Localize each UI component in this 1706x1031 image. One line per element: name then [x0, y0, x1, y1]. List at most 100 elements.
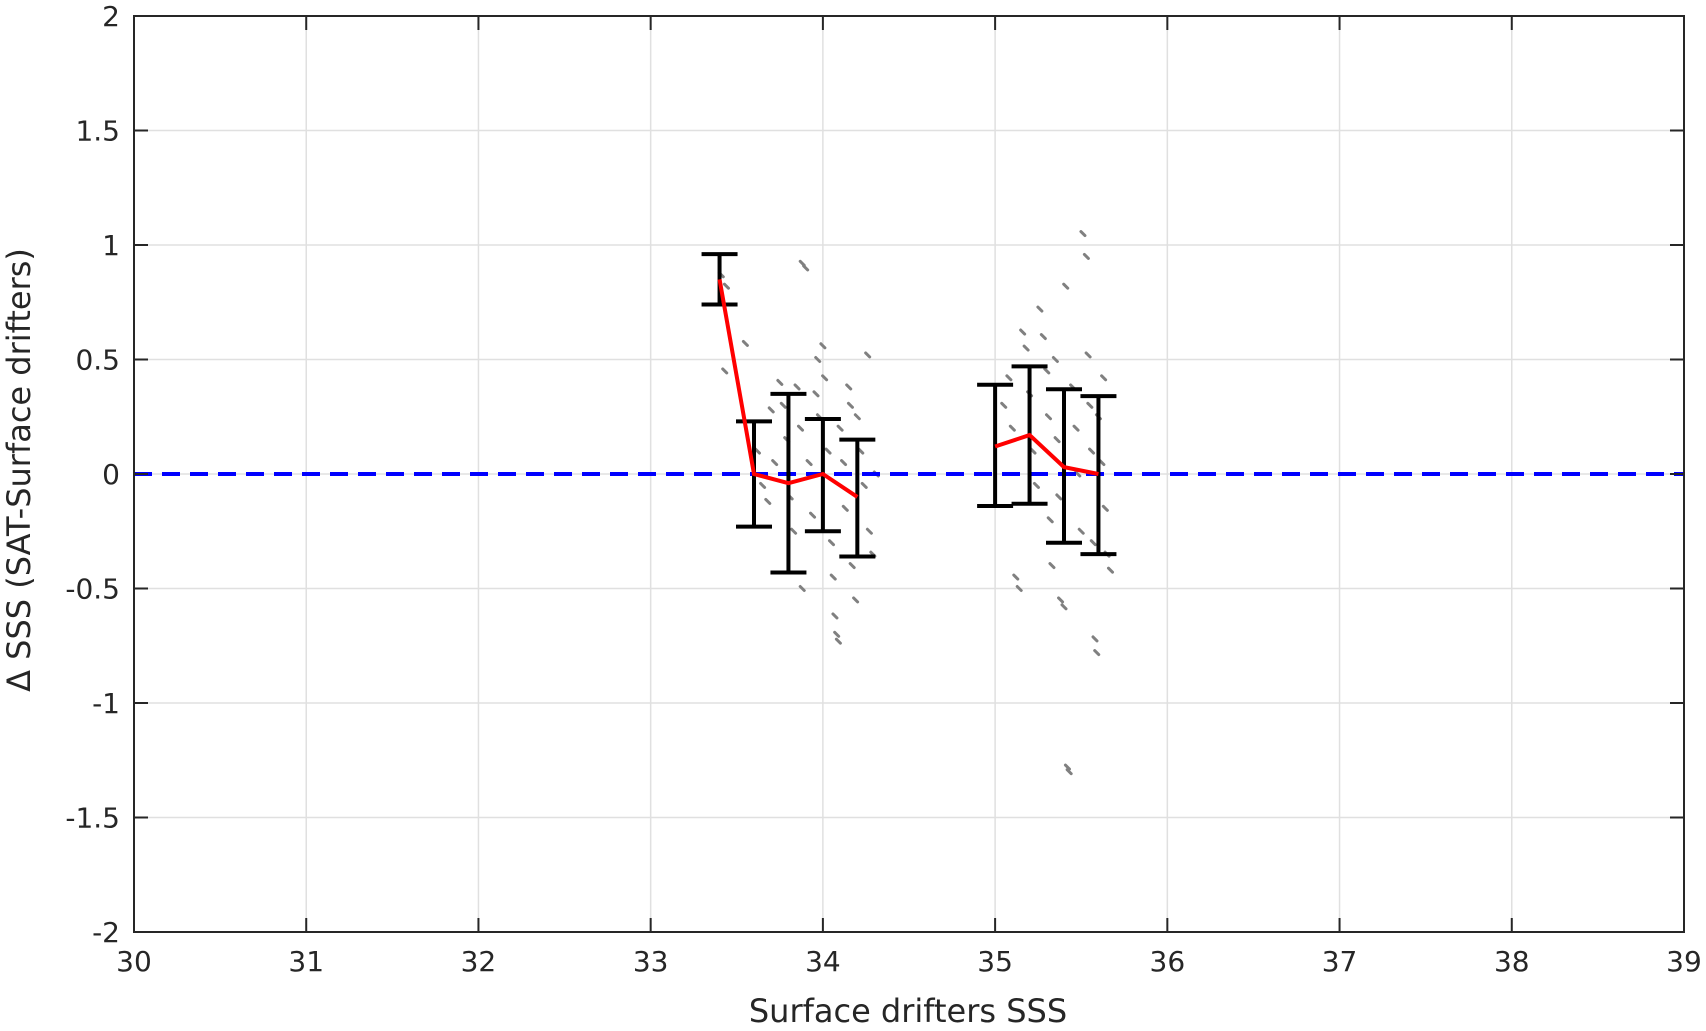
- scatter-point: [1089, 539, 1097, 547]
- scatter-point: [819, 342, 827, 350]
- scatter-point: [1012, 573, 1020, 581]
- error-bar: [839, 437, 876, 559]
- y-tick-label: 0.5: [75, 344, 120, 377]
- scatter-point: [1036, 305, 1044, 313]
- scatter-point: [809, 511, 817, 519]
- scatter-point: [1084, 351, 1092, 359]
- scatter-point: [829, 573, 837, 581]
- scatter-point: [814, 356, 822, 363]
- scatter-point: [1093, 649, 1101, 657]
- scatter-point: [1100, 374, 1108, 382]
- scatter-point: [1065, 768, 1073, 776]
- x-tick-label: 32: [461, 945, 497, 978]
- scatter-point: [857, 447, 865, 455]
- x-tick-label: 34: [805, 945, 841, 978]
- scatter-point: [1082, 252, 1090, 260]
- scatter-point: [1029, 447, 1037, 455]
- scatter-point: [1088, 447, 1096, 455]
- scatter-point: [853, 413, 861, 421]
- scatter-point: [1045, 413, 1052, 421]
- scatter-point: [840, 459, 848, 467]
- scatter-point: [759, 481, 767, 489]
- y-tick-label: -0.5: [65, 573, 120, 606]
- scatter-point: [1062, 282, 1070, 290]
- scatter-point: [1063, 763, 1071, 771]
- scatter-point: [1057, 596, 1065, 604]
- scatter-point: [767, 406, 775, 414]
- scatter-point: [1086, 401, 1094, 409]
- scatter-point: [776, 378, 784, 386]
- y-tick-label: 1.5: [75, 115, 120, 148]
- mean-line: [717, 279, 859, 499]
- scatter-point: [831, 612, 839, 620]
- scatter-point: [1005, 374, 1013, 382]
- x-tick-label: 33: [633, 945, 669, 978]
- scatter-point: [860, 481, 868, 489]
- scatter-point: [846, 401, 854, 409]
- scatter-point: [779, 401, 787, 409]
- scatter-point: [836, 424, 844, 432]
- x-tick-label: 36: [1150, 945, 1186, 978]
- scatter-point: [848, 562, 856, 570]
- scatter-point: [793, 383, 801, 391]
- scatter-point: [771, 459, 779, 467]
- x-tick-label: 35: [977, 945, 1013, 978]
- scatter-point: [852, 596, 860, 604]
- error-bars: [701, 252, 1117, 575]
- scatter-point: [1055, 493, 1063, 501]
- scatter-point: [1046, 516, 1054, 524]
- scatter-point: [841, 504, 849, 512]
- scatter-point: [1079, 230, 1087, 238]
- scatter-point: [721, 367, 729, 375]
- y-axis-ticks: -2 -1.5 -1 -0.5 0 0.5 1 1.5 2: [65, 0, 1684, 949]
- scatter-point: [1015, 585, 1023, 592]
- scatter-point: [790, 527, 798, 535]
- scatter-point: [1072, 424, 1080, 432]
- scatter-point: [722, 282, 730, 290]
- scatter-point: [798, 585, 806, 592]
- scatter-point: [1008, 424, 1016, 432]
- x-tick-label: 38: [1494, 945, 1530, 978]
- y-tick-label: 2: [102, 0, 120, 33]
- y-tick-label: -1.5: [65, 802, 120, 835]
- x-axis-ticks: 30 31 32 33 34 35 36 37 38 39: [116, 16, 1702, 978]
- scatter-point: [1039, 333, 1047, 341]
- x-tick-label: 31: [288, 945, 324, 978]
- scatter-point: [1048, 562, 1056, 570]
- scatter-point: [797, 424, 804, 432]
- scatter-point: [834, 637, 842, 645]
- y-tick-label: 1: [102, 229, 120, 262]
- x-tick-label: 37: [1322, 945, 1358, 978]
- scatter-point: [1107, 566, 1114, 574]
- scatter-point: [1019, 328, 1027, 336]
- scatter-point: [805, 459, 813, 467]
- scatter-point: [1074, 470, 1082, 478]
- y-axis-title: Δ SSS (SAT-Surface drifters): [0, 248, 38, 692]
- scatter-point: [864, 351, 872, 359]
- scatter-point: [845, 383, 853, 391]
- scatter-point: [1051, 356, 1059, 363]
- scatter-point: [1032, 481, 1040, 489]
- scatter-point: [824, 447, 832, 455]
- y-tick-label: 0: [102, 458, 120, 491]
- scatter-point: [1091, 635, 1099, 643]
- scatter-point: [1060, 603, 1068, 611]
- scatter-point: [828, 539, 835, 547]
- scatter-point: [1000, 401, 1008, 409]
- scatter-point: [1098, 459, 1106, 467]
- x-axis-title: Surface drifters SSS: [749, 992, 1067, 1030]
- x-tick-label: 30: [116, 945, 152, 978]
- scatter-point: [1022, 344, 1030, 352]
- scatter-point: [833, 630, 841, 638]
- scatter-point: [1043, 367, 1051, 375]
- error-bar: [1080, 394, 1117, 557]
- y-tick-label: -2: [92, 916, 120, 949]
- scatter-point: [802, 264, 810, 272]
- scatter-point: [764, 497, 772, 505]
- scatter-point: [865, 527, 873, 535]
- scatter-point: [1101, 504, 1109, 512]
- scatter-point: [1077, 527, 1085, 535]
- scatter-point: [741, 339, 749, 347]
